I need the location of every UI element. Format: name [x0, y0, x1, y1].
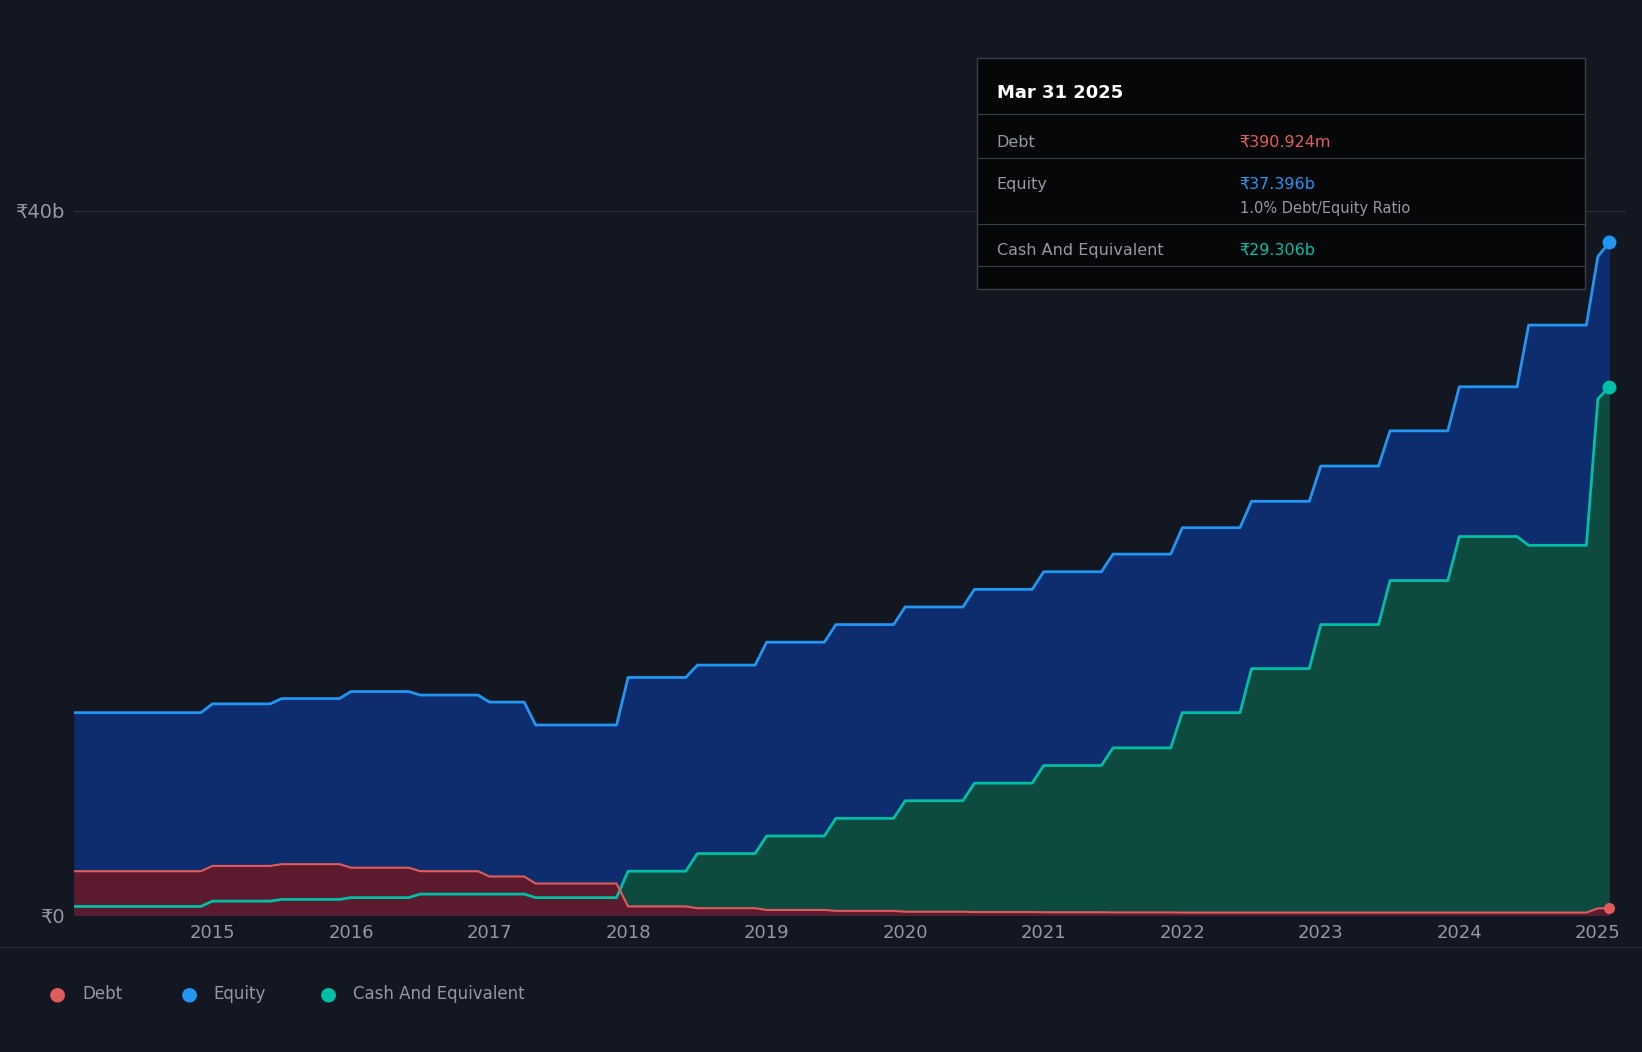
Text: Mar 31 2025: Mar 31 2025 [997, 83, 1123, 102]
Text: Cash And Equivalent: Cash And Equivalent [353, 985, 525, 1004]
Text: ●: ● [181, 985, 197, 1004]
Text: Cash And Equivalent: Cash And Equivalent [997, 243, 1163, 258]
Text: ₹29.306b: ₹29.306b [1240, 243, 1315, 258]
Text: ●: ● [320, 985, 337, 1004]
Text: Equity: Equity [997, 177, 1048, 191]
Text: ₹37.396b: ₹37.396b [1240, 177, 1315, 191]
Text: Equity: Equity [213, 985, 266, 1004]
Text: Debt: Debt [997, 135, 1036, 149]
Text: ₹390.924m: ₹390.924m [1240, 135, 1332, 149]
Text: Debt: Debt [82, 985, 122, 1004]
Text: 1.0% Debt/Equity Ratio: 1.0% Debt/Equity Ratio [1240, 201, 1410, 216]
Text: ●: ● [49, 985, 66, 1004]
